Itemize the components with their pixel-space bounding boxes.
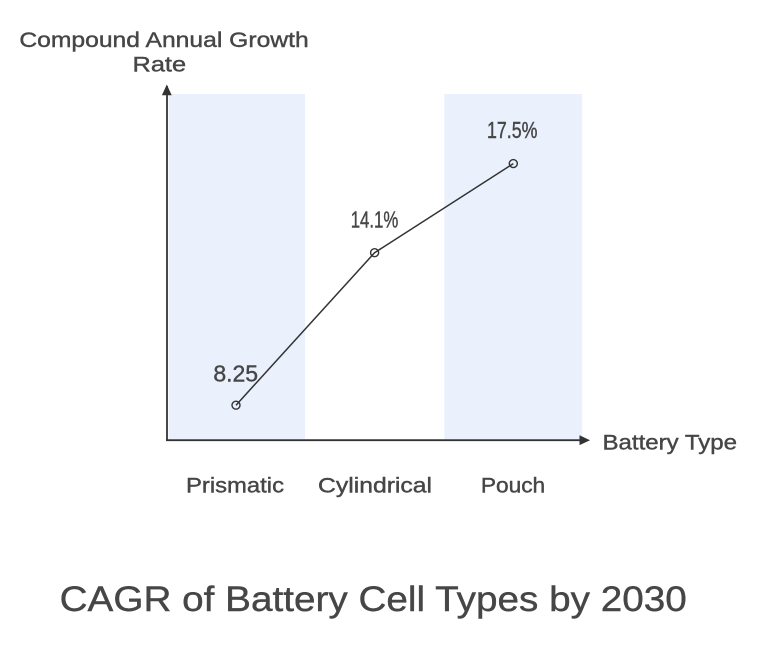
svg-text:Compound Annual Growth: Compound Annual Growth [19,28,308,52]
svg-text:8.25: 8.25 [213,360,258,386]
svg-text:Cylindrical: Cylindrical [318,473,432,497]
svg-text:CAGR of Battery Cell Types by: CAGR of Battery Cell Types by 2030 [60,578,687,618]
svg-text:Battery Type: Battery Type [603,431,737,454]
svg-text:17.5%: 17.5% [487,118,537,144]
svg-text:Rate: Rate [133,53,187,76]
svg-text:14.1%: 14.1% [351,208,399,233]
svg-text:Prismatic: Prismatic [186,474,284,497]
svg-text:Pouch: Pouch [481,473,545,497]
